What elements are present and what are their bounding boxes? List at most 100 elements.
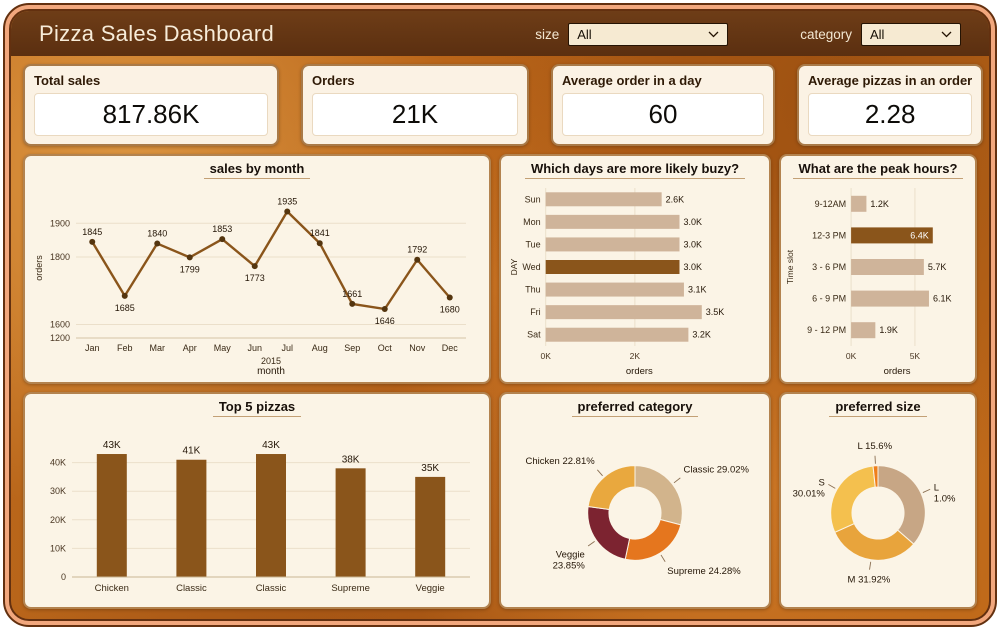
dashboard-frame: Pizza Sales Dashboard size All category … [3, 3, 997, 627]
svg-text:3.2K: 3.2K [692, 330, 711, 340]
kpi-total-sales: Total sales 817.86K [23, 64, 279, 146]
svg-text:Mon: Mon [523, 217, 541, 227]
svg-text:38K: 38K [342, 454, 360, 465]
kpi-row: Total sales 817.86K Orders 21K Average o… [23, 64, 984, 146]
svg-text:2015: 2015 [261, 356, 281, 366]
svg-text:43K: 43K [103, 440, 121, 451]
svg-text:1680: 1680 [440, 305, 460, 315]
kpi-average-pizzas-per-order: Average pizzas in an order 2.28 [797, 64, 984, 146]
filter-bar: size All category All [535, 22, 961, 46]
size-filter-label: size [535, 26, 560, 42]
svg-text:May: May [214, 343, 232, 353]
preferred-size-chart[interactable]: L 1.0% M 31.92% S 30.01% L 15.6% [785, 418, 971, 600]
svg-text:Time slot: Time slot [785, 249, 795, 284]
svg-text:0: 0 [61, 572, 66, 582]
peak-hours-panel: What are the peak hours? 0K 5K 9-12AM 1.2K 1… [779, 154, 977, 384]
page-title: Pizza Sales Dashboard [39, 21, 274, 46]
svg-text:L 15.6%: L 15.6% [858, 441, 893, 452]
svg-text:1840: 1840 [147, 229, 167, 239]
svg-text:5K: 5K [910, 351, 921, 361]
svg-text:3.0K: 3.0K [683, 262, 702, 272]
panel-title: preferred size [829, 399, 927, 417]
kpi-label: Average pizzas in an order [808, 73, 973, 88]
chevron-down-icon [708, 31, 719, 37]
peak-hours-chart[interactable]: 0K 5K 9-12AM 1.2K 12-3 PM 6.4K 3 - 6 PM 5.7K 6 -… [785, 180, 971, 378]
svg-text:Fri: Fri [530, 307, 541, 317]
busy-days-chart[interactable]: 0K 2K Sun 2.6K Mon 3.0K Tue 3.0K Wed 3.0K Thu 3.1K F… [509, 180, 761, 378]
svg-text:43K: 43K [262, 440, 280, 451]
dashboard: Pizza Sales Dashboard size All category … [9, 9, 991, 621]
svg-text:1800: 1800 [50, 252, 70, 262]
svg-text:Thu: Thu [525, 285, 541, 295]
header: Pizza Sales Dashboard size All category … [11, 11, 989, 56]
svg-text:Nov: Nov [409, 343, 426, 353]
svg-text:Jul: Jul [281, 343, 293, 353]
svg-text:Chicken: Chicken [95, 583, 129, 594]
svg-text:1935: 1935 [277, 196, 297, 206]
svg-text:3.5K: 3.5K [706, 307, 725, 317]
category-filter-label: category [800, 26, 852, 42]
svg-text:40K: 40K [50, 458, 66, 468]
svg-text:S30.01%: S 30.01% [793, 477, 826, 499]
panel-title: Top 5 pizzas [212, 399, 302, 417]
category-filter: category All [800, 22, 961, 46]
svg-text:orders: orders [884, 366, 911, 377]
svg-text:1661: 1661 [342, 289, 362, 299]
svg-text:Classic: Classic [176, 583, 207, 594]
size-filter: size All [535, 22, 729, 46]
svg-text:1900: 1900 [50, 218, 70, 228]
size-filter-select[interactable]: All [568, 22, 729, 46]
kpi-orders: Orders 21K [301, 64, 529, 146]
svg-text:Classic 29.02%: Classic 29.02% [683, 464, 749, 475]
svg-text:Feb: Feb [117, 343, 133, 353]
svg-text:Supreme 24.28%: Supreme 24.28% [667, 566, 741, 577]
svg-text:1600: 1600 [50, 320, 70, 330]
svg-text:1773: 1773 [245, 273, 265, 283]
preferred-category-chart[interactable]: Classic 29.02% Supreme 24.28% Veggie 23.85%… [509, 418, 761, 600]
panel-title: sales by month [203, 161, 311, 179]
kpi-value: 21K [312, 93, 518, 136]
svg-text:Tue: Tue [526, 239, 541, 249]
svg-text:1841: 1841 [310, 228, 330, 238]
svg-text:1646: 1646 [375, 316, 395, 326]
svg-text:month: month [257, 366, 285, 377]
sales-by-month-chart[interactable]: 1900 1800 1600 1200 1845 Jan 1685 Feb 1840 Mar 179… [32, 180, 482, 378]
svg-text:1200: 1200 [50, 333, 70, 343]
sales-by-month-panel: sales by month 1900 1800 1600 1200 1845 Jan 16… [23, 154, 491, 384]
svg-text:1.2K: 1.2K [870, 199, 889, 209]
top-pizzas-panel: Top 5 pizzas 0 10K 20K 30K 40K 43K Chicken 41K C… [23, 392, 491, 609]
middle-row: sales by month 1900 1800 1600 1200 1845 Jan 16… [23, 154, 977, 384]
svg-text:0K: 0K [540, 351, 551, 361]
kpi-label: Orders [312, 73, 355, 88]
svg-text:1853: 1853 [212, 224, 232, 234]
svg-text:1792: 1792 [407, 245, 427, 255]
svg-text:Wed: Wed [522, 262, 540, 272]
panel-title: preferred category [571, 399, 699, 417]
svg-text:0K: 0K [846, 351, 857, 361]
svg-text:1.9K: 1.9K [879, 325, 898, 335]
category-filter-value: All [870, 26, 885, 42]
svg-text:Sat: Sat [527, 330, 541, 340]
top-pizzas-chart[interactable]: 0 10K 20K 30K 40K 43K Chicken 41K Classic 43K Clas… [32, 418, 482, 603]
panel-title: Which days are more likely buzy? [524, 161, 746, 179]
kpi-average-order-per-day: Average order in a day 60 [551, 64, 775, 146]
svg-text:3.0K: 3.0K [683, 217, 702, 227]
svg-text:Supreme: Supreme [331, 583, 370, 594]
svg-text:Oct: Oct [378, 343, 393, 353]
chevron-down-icon [941, 31, 952, 37]
svg-text:6.4K: 6.4K [910, 230, 929, 240]
svg-text:41K: 41K [183, 446, 201, 457]
svg-text:Dec: Dec [442, 343, 459, 353]
kpi-value: 2.28 [808, 93, 973, 136]
svg-text:L1.0%: L 1.0% [934, 483, 956, 505]
svg-text:9-12AM: 9-12AM [815, 199, 847, 209]
svg-text:35K: 35K [421, 463, 439, 474]
category-filter-select[interactable]: All [861, 22, 961, 46]
busy-days-panel: Which days are more likely buzy? 0K 2K Sun… [499, 154, 771, 384]
bottom-row: Top 5 pizzas 0 10K 20K 30K 40K 43K Chicken 41K C… [23, 392, 977, 609]
kpi-label: Average order in a day [562, 73, 702, 88]
svg-text:1685: 1685 [115, 303, 135, 313]
svg-text:1799: 1799 [180, 264, 200, 274]
svg-text:2K: 2K [630, 351, 641, 361]
svg-text:Veggie: Veggie [416, 583, 445, 594]
